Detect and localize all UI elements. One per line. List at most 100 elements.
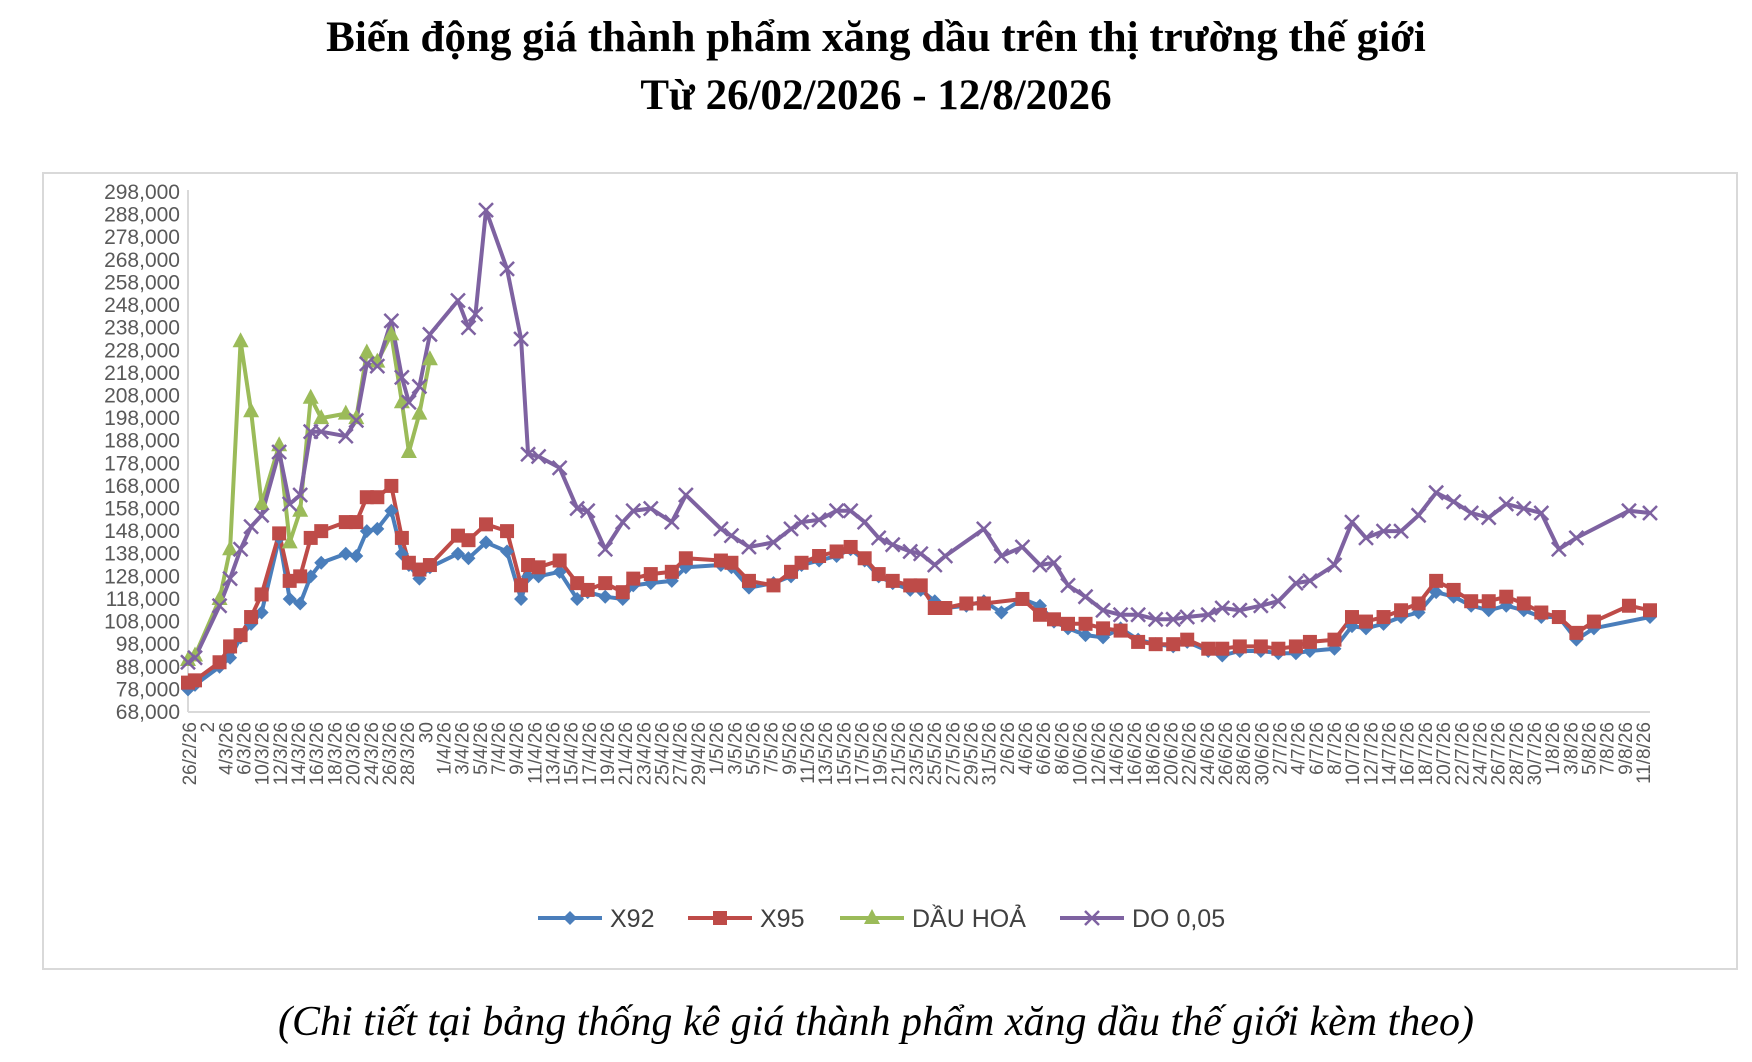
data-point-do-0-05 <box>1515 500 1532 517</box>
data-point-x95 <box>1253 639 1268 654</box>
x-tick-label: 22/7/26 <box>1452 722 1473 785</box>
x-tick-label: 1/4/26 <box>434 722 455 775</box>
data-point-d-u-ho <box>411 404 428 420</box>
data-point-do-0-05 <box>313 423 330 440</box>
data-point-x95 <box>1201 641 1216 656</box>
data-point-d-u-ho <box>400 443 417 458</box>
x-tick-label: 2/7/26 <box>1271 722 1292 775</box>
x-tick-label: 23/5/26 <box>907 722 928 785</box>
data-point-do-0-05 <box>467 306 484 322</box>
data-point-do-0-05 <box>597 541 614 558</box>
data-point-x95 <box>1327 632 1342 647</box>
x-tick-label: 6/7/26 <box>1307 722 1328 775</box>
data-point-x95 <box>857 551 872 566</box>
data-point-do-0-05 <box>1568 530 1585 546</box>
x-tick-label: 25/4/26 <box>653 722 674 785</box>
data-point-do-0-05 <box>1077 588 1094 605</box>
legend-marker <box>563 911 577 925</box>
data-point-x95 <box>1148 637 1163 652</box>
data-point-do-0-05 <box>1428 484 1445 501</box>
data-point-x95 <box>927 601 942 615</box>
data-point-do-0-05 <box>211 597 228 614</box>
data-point-x95 <box>1411 596 1426 611</box>
data-point-x95 <box>531 560 546 575</box>
data-point-do-0-05 <box>783 520 799 537</box>
data-point-do-0-05 <box>411 378 428 395</box>
data-point-x95 <box>188 673 203 688</box>
data-point-do-0-05 <box>856 514 873 530</box>
y-tick-label: 138,000 <box>104 543 180 566</box>
x-tick-label: 26/3/26 <box>380 722 401 785</box>
data-point-do-0-05 <box>460 319 477 336</box>
data-point-x95 <box>223 639 238 654</box>
data-point-x95 <box>244 610 259 625</box>
x-tick-label: 16/6/26 <box>1125 722 1146 785</box>
data-point-x95 <box>521 558 536 573</box>
data-point-x95 <box>233 628 248 643</box>
data-point-do-0-05 <box>232 541 249 558</box>
legend-marker <box>713 911 727 925</box>
y-tick-label: 238,000 <box>104 317 180 340</box>
data-point-x95 <box>412 562 427 577</box>
data-point-x95 <box>1569 625 1584 640</box>
x-tick-label: 1/5/26 <box>707 722 728 775</box>
chart-caption: (Chi tiết tại bảng thống kê giá thành ph… <box>278 999 1474 1045</box>
x-tick-label: 28/7/26 <box>1507 722 1528 785</box>
data-point-do-0-05 <box>870 530 887 546</box>
x-tick-label: 27/4/26 <box>671 722 692 785</box>
data-point-do-0-05 <box>1130 606 1147 623</box>
data-point-do-0-05 <box>1375 523 1392 540</box>
data-point-do-0-05 <box>1147 611 1164 628</box>
data-point-do-0-05 <box>765 534 782 551</box>
data-point-x92 <box>514 591 529 606</box>
data-point-x95 <box>422 558 437 573</box>
data-point-x95 <box>766 578 781 593</box>
data-point-x95 <box>976 596 991 611</box>
data-point-x92 <box>384 503 399 518</box>
x-tick-label: 11/5/26 <box>798 722 819 784</box>
x-tick-label: 26/7/26 <box>1489 722 1510 785</box>
data-point-x95 <box>1288 639 1303 654</box>
y-tick-label: 288,000 <box>104 204 180 227</box>
x-tick-label: 5/4/26 <box>471 722 492 775</box>
x-tick-label: 8/6/26 <box>1052 722 1073 775</box>
x-tick-label: 9/4/26 <box>507 722 528 775</box>
data-point-x95 <box>885 573 900 588</box>
x-tick-label: 28/6/26 <box>1234 722 1255 785</box>
data-point-do-0-05 <box>383 312 400 329</box>
data-point-do-0-05 <box>1252 597 1269 614</box>
data-point-x95 <box>1271 641 1286 656</box>
data-point-do-0-05 <box>1288 575 1304 592</box>
data-point-x95 <box>1232 639 1247 654</box>
data-point-x95 <box>1215 641 1230 656</box>
data-point-do-0-05 <box>292 487 309 503</box>
data-point-x92 <box>461 551 476 566</box>
data-point-d-u-ho <box>292 501 309 517</box>
x-tick-label: 17/5/26 <box>852 722 873 785</box>
data-point-x92 <box>349 549 364 563</box>
x-tick-label: 13/4/26 <box>544 722 565 785</box>
data-point-do-0-05 <box>1498 496 1515 512</box>
data-point-x92 <box>254 605 269 620</box>
data-point-do-0-05 <box>1410 507 1427 524</box>
data-point-x95 <box>1344 610 1359 625</box>
y-tick-label: 278,000 <box>104 226 180 249</box>
x-tick-label: 7/8/26 <box>1598 722 1619 775</box>
x-tick-label: 27/5/26 <box>943 722 964 785</box>
data-point-do-0-05 <box>663 514 680 530</box>
data-point-do-0-05 <box>1393 523 1409 540</box>
data-point-do-0-05 <box>713 520 729 537</box>
x-tick-label: 30/7/26 <box>1525 722 1546 785</box>
legend-marker <box>864 909 880 924</box>
data-point-x92 <box>994 605 1009 620</box>
x-tick-label: 7/5/26 <box>762 722 783 775</box>
x-tick-label: 1/8/26 <box>1543 722 1564 775</box>
x-tick-label: 2/6/26 <box>998 722 1019 775</box>
data-point-x95 <box>812 549 827 563</box>
data-point-x95 <box>1359 614 1374 629</box>
data-point-do-0-05 <box>1550 541 1567 558</box>
x-tick-label: 5/5/26 <box>743 722 764 775</box>
x-tick-label: 14/6/26 <box>1107 722 1128 785</box>
data-point-do-0-05 <box>912 545 929 562</box>
data-point-x92 <box>450 546 465 561</box>
